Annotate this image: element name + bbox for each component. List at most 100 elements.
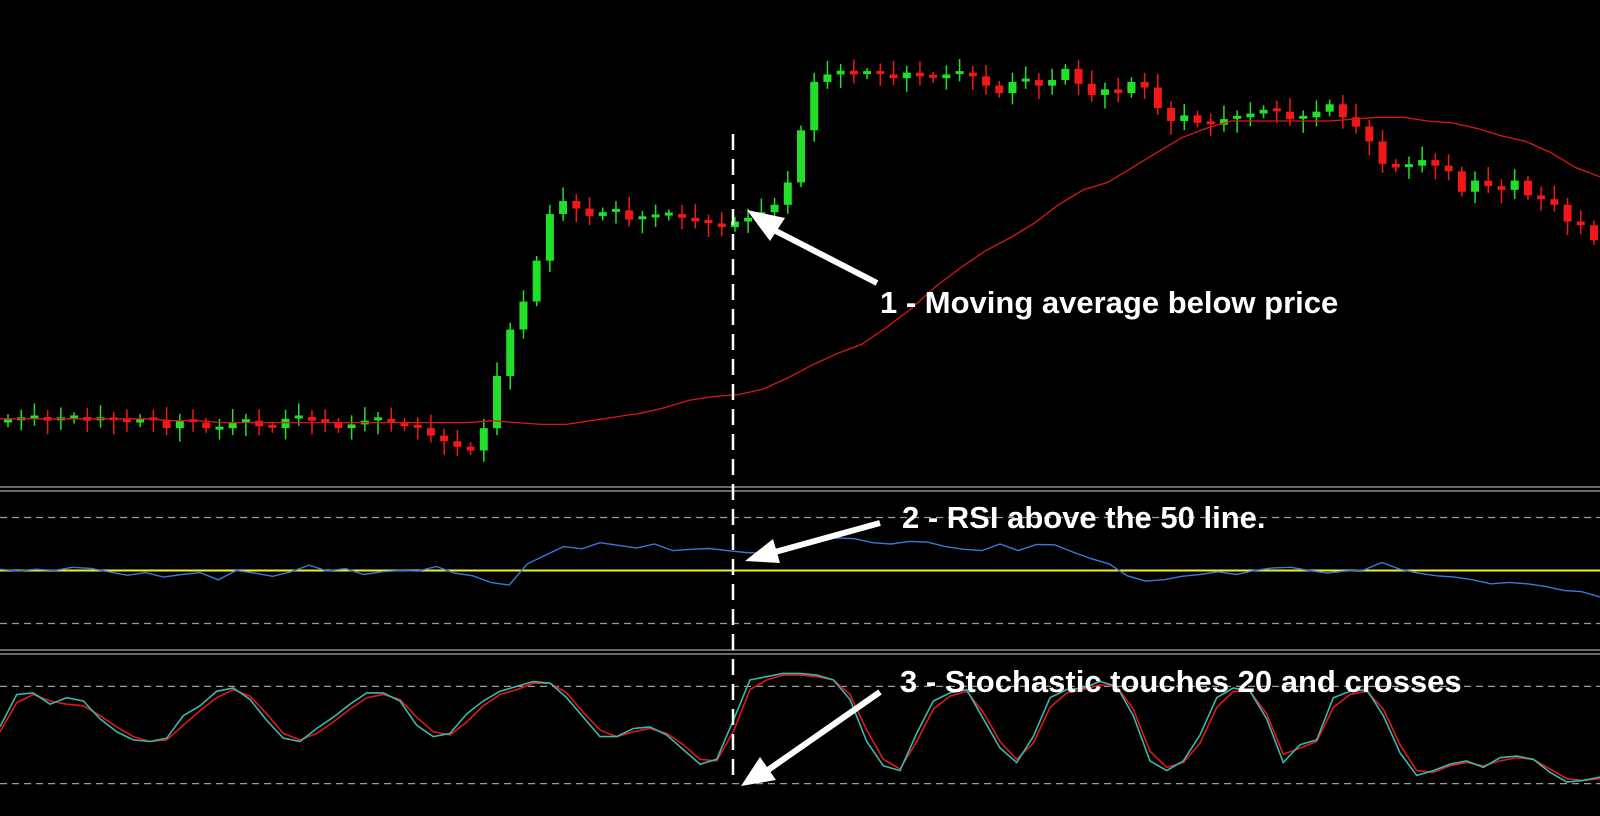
stochastic-main-line	[0, 672, 1600, 783]
candle-body	[638, 216, 647, 220]
candle-body	[334, 422, 343, 429]
candle-body	[810, 81, 819, 131]
candle-body	[572, 201, 581, 209]
candle-body	[1206, 121, 1215, 125]
candle-body	[1312, 111, 1321, 118]
candle	[849, 59, 858, 84]
candle	[122, 409, 131, 432]
candle	[1127, 77, 1136, 98]
candle	[1087, 70, 1096, 102]
candle	[466, 442, 475, 456]
candle	[863, 67, 872, 80]
candle	[1180, 104, 1189, 131]
candle-body	[1087, 83, 1096, 95]
candle-body	[678, 214, 687, 218]
candle-body	[889, 74, 898, 79]
candle	[400, 417, 409, 431]
candle-body	[1180, 115, 1189, 121]
candle	[1550, 185, 1559, 212]
candle	[797, 125, 805, 188]
candle	[1404, 156, 1413, 179]
candle-body	[1061, 68, 1070, 81]
candle-body	[374, 417, 383, 421]
candle-body	[1074, 68, 1083, 84]
candle-body	[519, 301, 528, 330]
candle	[1193, 110, 1202, 128]
candle-body	[307, 416, 316, 421]
candle-body	[876, 71, 885, 75]
candle	[915, 61, 924, 86]
candle	[598, 207, 607, 221]
candle-body	[1008, 81, 1017, 94]
candle	[889, 60, 898, 86]
candle-body	[1233, 115, 1242, 119]
candle-body	[1404, 164, 1413, 168]
candle	[717, 212, 726, 237]
candle	[651, 204, 660, 227]
candle	[572, 194, 581, 223]
candle	[334, 417, 343, 433]
candle	[902, 65, 911, 92]
candle	[1034, 73, 1043, 100]
arrow-1-head	[747, 210, 785, 241]
candle	[691, 204, 700, 229]
annotation-arrows	[741, 210, 882, 786]
candle-body	[506, 329, 515, 377]
candle-body	[1127, 81, 1136, 94]
candle	[202, 417, 211, 433]
candle-body	[1523, 180, 1532, 196]
annotation-rsi: 2 - RSI above the 50 line.	[902, 500, 1266, 535]
candle-body	[929, 74, 938, 78]
candle-body	[664, 212, 673, 216]
candle	[982, 64, 991, 95]
candle	[1008, 72, 1017, 105]
candle	[955, 59, 964, 82]
candle-body	[1338, 104, 1347, 118]
candle-body	[691, 217, 700, 222]
candle	[1246, 102, 1255, 127]
stochastic-panel	[0, 672, 1600, 785]
candle-body	[228, 422, 237, 429]
candle-body	[281, 418, 290, 429]
candle	[1100, 82, 1109, 109]
panel-separators	[0, 486, 1600, 655]
candle-body	[532, 260, 541, 302]
candle-body	[347, 424, 356, 429]
candle-body	[70, 415, 79, 419]
candle-body	[30, 415, 39, 419]
candle	[4, 414, 12, 428]
candle	[1048, 68, 1057, 95]
candle-body	[1391, 163, 1400, 168]
candle	[744, 208, 753, 233]
candle-body	[1457, 171, 1466, 192]
candle-body	[1114, 89, 1123, 94]
candle-body	[241, 419, 250, 423]
candle	[876, 63, 885, 86]
candle	[995, 80, 1004, 98]
candle-body	[268, 424, 277, 428]
candle	[281, 409, 290, 440]
candle-body	[1484, 180, 1493, 187]
candle	[70, 412, 79, 424]
candle-body	[717, 223, 726, 228]
candle	[426, 414, 435, 443]
candle	[1219, 105, 1228, 132]
candle-body	[1352, 117, 1361, 127]
candle	[664, 209, 673, 221]
candle-body	[321, 419, 330, 423]
candle	[136, 414, 145, 428]
candle	[30, 403, 39, 426]
candle	[479, 419, 488, 462]
candle-body	[1471, 180, 1480, 192]
candle-body	[982, 76, 991, 86]
candle-body	[730, 221, 739, 228]
candle-body	[1021, 78, 1030, 82]
candle	[1312, 100, 1321, 127]
annotation-moving-average: 1 - Moving average below price	[880, 285, 1338, 320]
candle	[730, 216, 739, 232]
candle-body	[559, 201, 568, 215]
candle	[1576, 210, 1585, 235]
candle-body	[625, 210, 634, 220]
candle	[545, 204, 554, 272]
candle	[453, 429, 462, 456]
